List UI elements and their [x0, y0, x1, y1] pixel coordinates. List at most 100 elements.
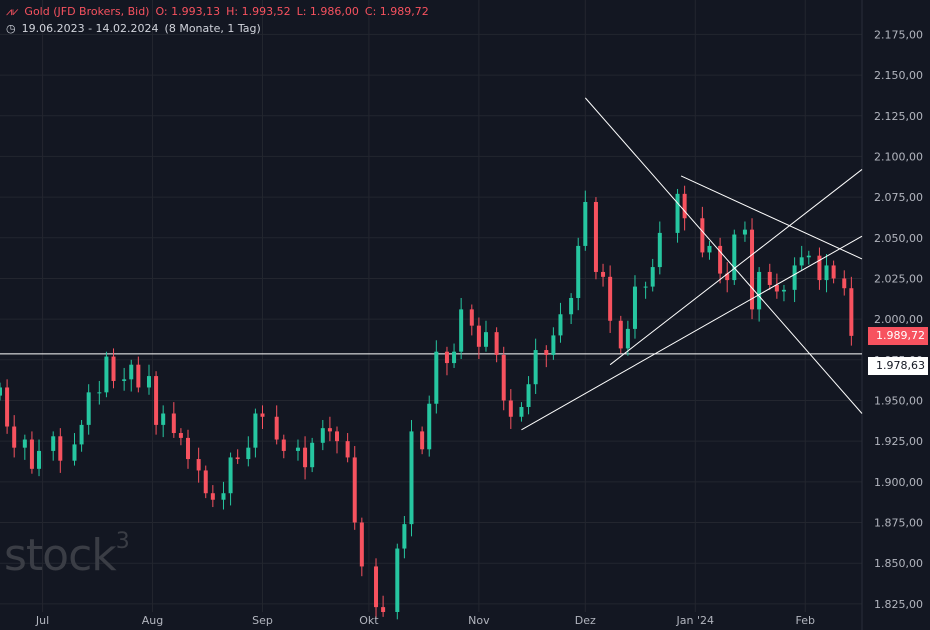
candle-body [374, 566, 379, 608]
candle-body [154, 376, 159, 425]
candle-body [104, 356, 109, 393]
candle-body [0, 387, 2, 396]
candle-body [420, 431, 425, 450]
candle-body [675, 193, 680, 233]
candle-body [334, 431, 339, 442]
candle-body [434, 351, 439, 404]
candle-body [29, 439, 34, 469]
level-price-tag: 1.978,63 [868, 356, 928, 375]
candle-body [849, 288, 854, 336]
candle-body [718, 245, 723, 274]
candle-body [171, 413, 176, 434]
price-tick-label: 2.150,00 [874, 69, 923, 82]
candle-body [186, 437, 191, 460]
time-tick-label: Jul [35, 614, 49, 627]
candle-body [146, 376, 151, 388]
candle-body [327, 428, 332, 432]
last-price-tag: 1.989,72 [868, 326, 928, 345]
price-tick-label: 2.000,00 [874, 313, 923, 326]
price-tick-label: 2.075,00 [874, 191, 923, 204]
price-tick-label: 1.825,00 [874, 598, 923, 611]
candle-body [5, 387, 10, 427]
candle-body [452, 351, 457, 364]
trend-line [609, 169, 863, 366]
candle-body [459, 309, 464, 352]
candle-body [221, 493, 226, 500]
candle-body [295, 447, 300, 451]
time-tick-label: Feb [796, 614, 815, 627]
candle-body [544, 350, 549, 355]
candle-body [122, 379, 127, 381]
chart-grid [0, 0, 863, 630]
candle-body [650, 267, 655, 287]
chart-header: ⩘⩗ Gold (JFD Brokers, Bid) O: 1.993,13 H: 1… [6, 5, 435, 19]
clock-icon: ◷ [6, 22, 16, 35]
candle-body [643, 286, 648, 288]
price-tick-label: 1.850,00 [874, 557, 923, 570]
candle-body [58, 436, 63, 461]
candle-body [576, 245, 581, 298]
candles [0, 185, 854, 620]
candle-body [774, 284, 779, 292]
candle-body [583, 201, 588, 246]
candle-body [657, 232, 662, 268]
trend-line [680, 175, 863, 260]
candle-body [508, 400, 513, 417]
symbol-name: Gold (JFD Brokers, Bid) [24, 5, 150, 18]
price-tick-label: 1.900,00 [874, 476, 923, 489]
candle-body [253, 413, 258, 448]
candle-body [196, 459, 201, 471]
candle-body [161, 413, 166, 425]
candle-body [551, 335, 556, 355]
ohlc-high: H: 1.993,52 [226, 5, 291, 18]
candle-body [352, 457, 357, 523]
candle-body [533, 350, 538, 385]
candle-body [792, 265, 797, 290]
chart-range-info: ◷ 19.06.2023 - 14.02.2024 (8 Monate, 1 Tag… [6, 22, 267, 35]
candle-body [178, 433, 183, 438]
candle-body [235, 457, 240, 460]
time-tick-label: Nov [468, 614, 490, 627]
candle-body [381, 607, 386, 612]
candle-body [86, 392, 91, 425]
candle-body [632, 286, 637, 329]
candle-body [682, 193, 687, 219]
candle-body [608, 276, 613, 321]
candle-body [469, 309, 474, 326]
candle-body [817, 255, 822, 281]
price-tick-label: 2.100,00 [874, 150, 923, 163]
candle-body [593, 201, 598, 272]
price-axis: 2.175,00 2.150,00 2.125,00 2.100,00 2.075,00… [874, 28, 923, 610]
time-tick-label: Dez [575, 614, 596, 627]
candle-body [767, 271, 772, 285]
candle-body [246, 447, 251, 460]
ohlc-low: L: 1.986,00 [296, 5, 359, 18]
candle-body [494, 332, 499, 355]
candle-body [345, 441, 350, 458]
candle-body [558, 314, 563, 336]
candle-body [129, 364, 134, 380]
price-tick-label: 2.050,00 [874, 232, 923, 245]
candle-body [51, 436, 56, 451]
candle-body [12, 426, 17, 448]
time-axis: Jul Aug Sep Okt Nov Dez Jan '24 Feb [35, 614, 815, 627]
candle-body [260, 413, 265, 417]
price-tick-label: 1.950,00 [874, 394, 923, 407]
candle-body [725, 273, 730, 281]
candle-body [395, 548, 400, 612]
candle-body [210, 493, 215, 500]
candle-body [806, 255, 811, 258]
candle-body [526, 384, 531, 407]
candle-body [228, 457, 233, 494]
trend-line [584, 97, 863, 414]
candle-body [519, 406, 524, 417]
candle-body [757, 271, 762, 310]
candle-body [427, 403, 432, 450]
candle-body [37, 450, 42, 469]
candle-body [97, 392, 102, 394]
candle-body [483, 332, 488, 347]
candle-body [742, 229, 747, 235]
candle-body [22, 439, 27, 448]
candle-body [732, 234, 737, 281]
